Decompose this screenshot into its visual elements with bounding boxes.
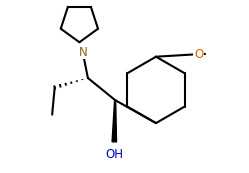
Text: O: O [194, 48, 203, 61]
Text: N: N [78, 46, 87, 59]
Text: OH: OH [105, 148, 123, 161]
Polygon shape [112, 100, 117, 142]
Text: N: N [78, 46, 87, 59]
